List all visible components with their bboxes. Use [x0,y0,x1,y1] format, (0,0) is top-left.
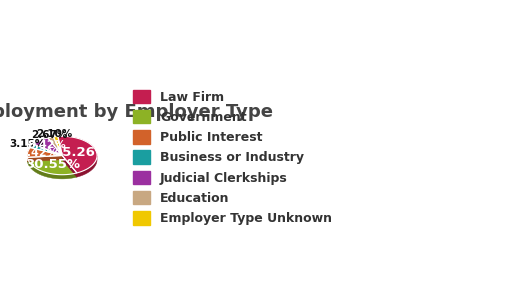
Text: 8.42%: 8.42% [28,141,67,150]
Text: 45.26%: 45.26% [53,146,108,159]
Polygon shape [62,156,77,177]
Text: 3.15%: 3.15% [10,139,46,149]
Polygon shape [48,137,62,156]
Polygon shape [30,144,62,156]
Polygon shape [28,157,77,179]
Polygon shape [28,156,62,162]
Polygon shape [34,138,62,156]
Polygon shape [28,156,77,175]
Text: 2.67%: 2.67% [31,130,67,140]
Polygon shape [58,136,97,173]
Text: 8.42%: 8.42% [19,148,58,158]
Text: 2.10%: 2.10% [37,129,73,139]
Polygon shape [28,156,62,162]
Polygon shape [27,148,62,157]
Legend: Law Firm, Government, Public Interest, Business or Industry, Judicial Clerkships: Law Firm, Government, Public Interest, B… [128,84,337,230]
Polygon shape [62,156,77,177]
Text: 30.55%: 30.55% [25,158,80,171]
Polygon shape [77,156,97,177]
Polygon shape [54,137,62,156]
Title: 10-Month Employment by Employer Type: 10-Month Employment by Employer Type [0,103,273,121]
